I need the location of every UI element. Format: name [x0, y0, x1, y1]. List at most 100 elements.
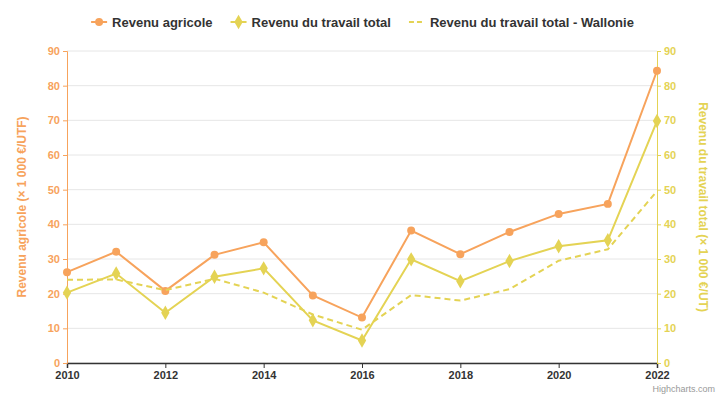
tick-label: 20	[664, 288, 676, 300]
tick: 90	[48, 45, 67, 57]
tick-label: 80	[664, 80, 676, 92]
point	[211, 251, 219, 259]
tick: 80	[48, 80, 67, 92]
grid-line	[67, 85, 657, 86]
tick-label: 60	[664, 149, 676, 161]
tick-mark	[264, 363, 265, 368]
tick: 2020	[547, 363, 571, 381]
tick-mark	[362, 363, 363, 368]
y-axis: 0 10 20 30 40 50 60 70 80 90	[48, 45, 68, 369]
tick: 2012	[154, 363, 178, 381]
tick-mark	[657, 190, 661, 191]
point	[161, 306, 169, 320]
tick-label: 50	[48, 184, 60, 196]
y2-axis-title: Revenu du travail total (× 1 000 €/UT)	[696, 102, 710, 312]
axis-line	[63, 52, 68, 364]
x-axis: 2010 2012 2014 2016 2018 2020 2022	[55, 363, 669, 381]
point	[653, 67, 661, 75]
point	[407, 227, 415, 235]
legend-label: Revenu agricole	[112, 15, 212, 30]
tick-label: 2014	[252, 369, 277, 381]
tick-mark	[63, 51, 67, 52]
tick-label: 80	[48, 80, 60, 92]
tick-mark	[460, 363, 461, 368]
point	[112, 266, 120, 280]
series-line	[67, 121, 657, 340]
point	[358, 333, 366, 347]
point	[260, 261, 268, 275]
grid-line	[67, 120, 657, 121]
grid-line	[67, 51, 657, 52]
tick-label: 10	[48, 322, 60, 334]
tick: 0	[657, 357, 670, 369]
tick: 60	[657, 149, 676, 161]
tick-label: 70	[48, 114, 60, 126]
series-line	[67, 71, 657, 318]
legend: Revenu agricole Revenu du travail total Re…	[91, 15, 634, 30]
tick-label: 20	[48, 288, 60, 300]
tick-label: 2010	[55, 369, 79, 381]
legend-item: Revenu du travail total	[231, 15, 391, 30]
point	[653, 114, 661, 128]
legend-item: Revenu du travail total - Wallonie	[409, 15, 634, 30]
tick-label: 2016	[350, 369, 374, 381]
tick: 20	[657, 288, 676, 300]
legend-symbol-marker	[95, 18, 103, 26]
tick: 70	[48, 114, 67, 126]
tick: 10	[48, 322, 67, 334]
tick: 2018	[449, 363, 473, 381]
point	[358, 314, 366, 322]
grid-line	[67, 293, 657, 294]
tick: 50	[657, 184, 676, 196]
tick-label: 30	[48, 253, 60, 265]
tick-mark	[63, 190, 67, 191]
tick-mark	[63, 155, 67, 156]
axis-line	[658, 52, 662, 364]
point	[210, 269, 218, 283]
tick: 80	[657, 80, 676, 92]
axis-line	[68, 364, 658, 369]
tick-mark	[63, 328, 67, 329]
tick: 90	[657, 45, 676, 57]
legend-symbol-marker	[234, 15, 242, 29]
tick-label: 2022	[645, 369, 669, 381]
tick-mark	[63, 259, 67, 260]
tick-label: 60	[48, 149, 60, 161]
tick-mark	[657, 86, 661, 87]
point	[456, 250, 464, 258]
tick-mark	[63, 363, 67, 364]
plot-area	[63, 67, 661, 348]
grid-line	[67, 189, 657, 190]
tick-mark	[63, 120, 67, 121]
series-line	[67, 191, 657, 330]
tick-mark	[657, 155, 661, 156]
tick-label: 90	[48, 45, 60, 57]
grid	[67, 51, 657, 363]
tick-label: 70	[664, 114, 676, 126]
tick-mark	[657, 328, 661, 329]
chart: 2010201220142016201820202022010203040506…	[0, 0, 725, 400]
tick-mark	[657, 51, 661, 52]
point	[505, 254, 513, 268]
point	[309, 291, 317, 299]
tick-label: 40	[664, 218, 676, 230]
tick-label: 30	[664, 253, 676, 265]
tick: 40	[48, 218, 67, 230]
tick-label: 0	[54, 357, 60, 369]
tick-label: 40	[48, 218, 60, 230]
tick: 0	[54, 357, 67, 369]
tick: 60	[48, 149, 67, 161]
point	[407, 252, 415, 266]
tick-mark	[559, 363, 560, 368]
grid-line	[67, 224, 657, 225]
point	[555, 239, 563, 253]
tick-label: 10	[664, 322, 676, 334]
tick-label: 2012	[154, 369, 178, 381]
point	[604, 200, 612, 208]
tick-mark	[63, 86, 67, 87]
tick-label: 50	[664, 184, 676, 196]
grid-line	[67, 155, 657, 156]
tick: 2016	[350, 363, 374, 381]
tick: 50	[48, 184, 67, 196]
tick-label: 2020	[547, 369, 571, 381]
